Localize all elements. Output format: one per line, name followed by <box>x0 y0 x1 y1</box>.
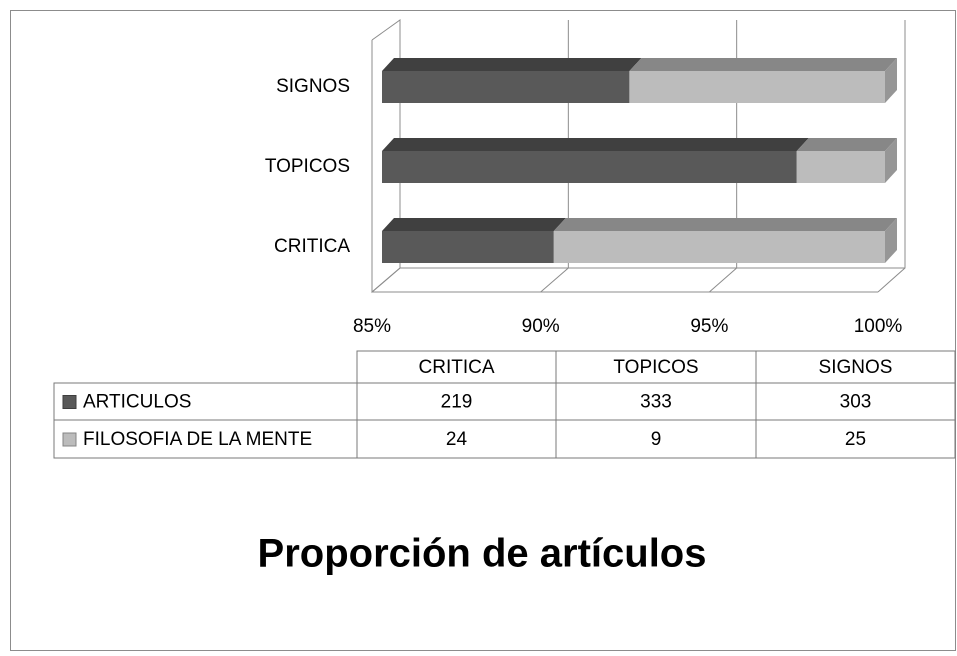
bar <box>382 71 630 103</box>
bar-top <box>796 138 897 151</box>
table-value: 9 <box>651 429 662 450</box>
chart-frame <box>10 10 956 651</box>
bar-top <box>629 58 897 71</box>
bar-top <box>382 218 566 231</box>
bar-end <box>885 218 897 263</box>
bar <box>382 231 554 263</box>
table-value: 25 <box>845 429 866 450</box>
table-header: SIGNOS <box>819 357 893 378</box>
y-tick-label: TOPICOS <box>265 156 350 177</box>
table-value: 24 <box>446 429 468 450</box>
x-tick-label: 85% <box>353 316 391 337</box>
x-tick-label: 100% <box>854 316 903 337</box>
chart-title: Proporción de artículos <box>258 532 707 576</box>
table-value: 333 <box>640 392 672 413</box>
table-value: 303 <box>840 392 872 413</box>
legend-label: FILOSOFIA DE LA MENTE <box>83 429 312 450</box>
y-tick-label: CRITICA <box>274 236 350 257</box>
legend-label: ARTICULOS <box>83 392 191 413</box>
y-tick-label: SIGNOS <box>276 76 350 97</box>
table-header: TOPICOS <box>613 357 698 378</box>
bar <box>382 151 797 183</box>
table-row <box>53 419 956 459</box>
bar <box>629 71 885 103</box>
bar-end <box>885 138 897 183</box>
grid-line <box>877 20 906 293</box>
legend-key <box>62 395 77 409</box>
bar-end <box>885 58 897 103</box>
bar-top <box>382 58 642 71</box>
table-header: CRITICA <box>419 357 495 378</box>
table-value: 219 <box>441 392 473 413</box>
bar <box>553 231 885 263</box>
bar <box>796 151 885 183</box>
x-tick-label: 90% <box>522 316 560 337</box>
bar-top <box>553 218 897 231</box>
legend-key <box>62 432 77 447</box>
x-tick-label: 95% <box>690 316 728 337</box>
bar-top <box>382 138 809 151</box>
